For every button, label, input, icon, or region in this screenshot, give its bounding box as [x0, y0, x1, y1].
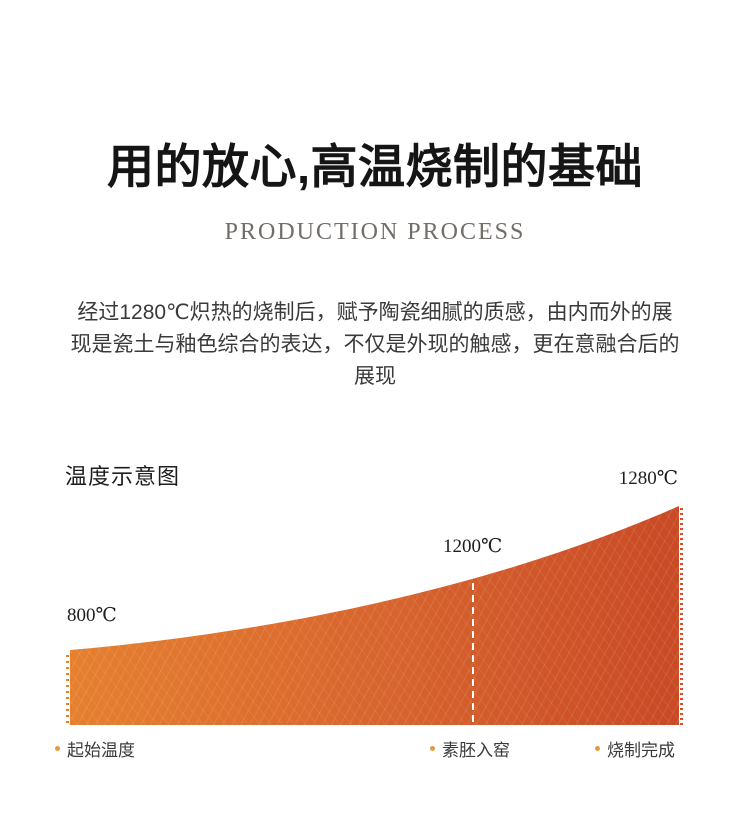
- description-text: 经过1280℃炽热的烧制后，赋予陶瓷细腻的质感，由内而外的展现是瓷土与釉色综合的…: [70, 301, 680, 388]
- page-title: 用的放心,高温烧制的基础: [106, 140, 644, 193]
- page-subtitle: PRODUCTION PROCESS: [224, 219, 526, 245]
- temperature-chart-graphic: [66, 506, 683, 725]
- legend-item-label: 素胚入窑: [442, 741, 510, 760]
- legend-item-start: 起始温度: [55, 736, 135, 761]
- legend-dot-icon: [430, 746, 435, 751]
- legend-dot-icon: [55, 746, 60, 751]
- legend-item-label: 起始温度: [67, 741, 135, 760]
- chart-header: 温度示意图 1280℃: [0, 459, 750, 491]
- legend-item-finish: 烧制完成: [595, 736, 675, 761]
- mid-temperature-label: 1200℃: [443, 536, 503, 557]
- legend-item-kiln: 素胚入窑: [430, 736, 510, 761]
- legend-dot-icon: [595, 746, 600, 751]
- area-texture-crosshatch: [70, 506, 679, 725]
- peak-temperature-label: 1280℃: [618, 468, 678, 489]
- legend-item-label: 烧制完成: [607, 741, 675, 760]
- chart-legend: 起始温度 素胚入窑 烧制完成: [0, 736, 750, 760]
- chart-title: 温度示意图: [65, 464, 181, 489]
- start-temperature-label: 800℃: [67, 605, 117, 626]
